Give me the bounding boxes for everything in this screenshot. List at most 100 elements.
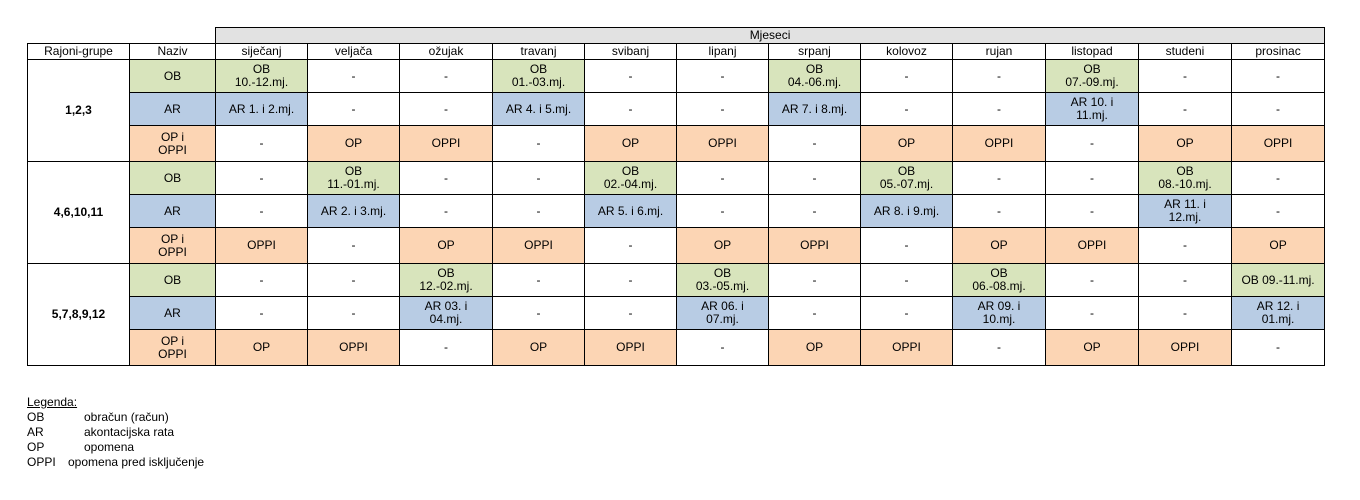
schedule-cell: AR 5. i 6.mj. bbox=[584, 194, 677, 228]
schedule-cell: - bbox=[399, 329, 493, 366]
schedule-cell: - bbox=[768, 161, 861, 195]
schedule-cell: - bbox=[584, 263, 677, 297]
schedule-cell: AR 8. i 9.mj. bbox=[860, 194, 953, 228]
legend-description: opomena pred isključenje bbox=[68, 455, 205, 469]
schedule-cell: - bbox=[584, 92, 677, 126]
schedule-cell: OP bbox=[307, 125, 400, 162]
schedule-cell: - bbox=[307, 296, 400, 330]
schedule-cell: - bbox=[676, 92, 769, 126]
legend-title: Legenda: bbox=[27, 395, 78, 409]
schedule-cell: - bbox=[676, 194, 769, 228]
schedule-cell: - bbox=[860, 263, 953, 297]
table-row: OP i OPPI OPPI - OP OPPI - OP OPPI - OP OPPI - OP bbox=[28, 227, 1326, 264]
month-header: kolovoz bbox=[860, 43, 953, 60]
schedule-cell: OPPI bbox=[952, 125, 1046, 162]
month-header: lipanj bbox=[676, 43, 769, 60]
group-column-header: Rajoni-grupe bbox=[27, 43, 130, 60]
group-label: 1,2,3 bbox=[27, 59, 130, 162]
schedule-cell: AR 11. i 12.mj. bbox=[1138, 194, 1232, 228]
schedule-cell: OP bbox=[768, 329, 861, 366]
schedule-cell: - bbox=[1045, 161, 1139, 195]
schedule-cell: - bbox=[952, 329, 1046, 366]
legend: Legenda: OB obračun (račun) AR akontacijska… bbox=[27, 395, 204, 470]
schedule-cell: - bbox=[584, 59, 677, 93]
month-header: listopad bbox=[1045, 43, 1139, 60]
row-type-label: AR bbox=[129, 296, 216, 330]
schedule-cell: - bbox=[1045, 194, 1139, 228]
schedule-cell: - bbox=[1230, 194, 1326, 228]
schedule-cell: - bbox=[676, 329, 769, 366]
schedule-cell: OB 10.-12.mj. bbox=[215, 59, 308, 93]
schedule-cell: - bbox=[399, 59, 493, 93]
schedule-cell: - bbox=[399, 92, 493, 126]
table-row: AR AR 1. i 2.mj. - - AR 4. i 5.mj. - - AR 7. i … bbox=[28, 92, 1326, 126]
schedule-cell: OP bbox=[1138, 125, 1232, 162]
schedule-cell: OP bbox=[676, 227, 769, 264]
schedule-cell: OPPI bbox=[1045, 227, 1139, 264]
schedule-cell: OP bbox=[215, 329, 308, 366]
schedule-cell: AR 4. i 5.mj. bbox=[492, 92, 585, 126]
schedule-cell: - bbox=[860, 59, 953, 93]
schedule-cell: - bbox=[492, 161, 585, 195]
months-header: Mjeseci bbox=[214, 27, 1326, 44]
schedule-cell: OPPI bbox=[215, 227, 308, 264]
legend-description: akontacijska rata bbox=[84, 425, 175, 439]
schedule-table: Mjeseci Rajoni-grupe Naziv siječanj velja… bbox=[27, 27, 1326, 366]
schedule-cell: OB 05.-07.mj. bbox=[860, 161, 953, 195]
schedule-cell: - bbox=[1138, 263, 1232, 297]
schedule-cell: - bbox=[1045, 125, 1139, 162]
schedule-cell: - bbox=[584, 227, 677, 264]
legend-item: OP opomena bbox=[27, 440, 204, 455]
schedule-cell: OP bbox=[584, 125, 677, 162]
schedule-cell: AR 03. i 04.mj. bbox=[399, 296, 493, 330]
schedule-cell: - bbox=[1138, 92, 1232, 126]
schedule-cell: - bbox=[1230, 329, 1326, 366]
row-type-label: OB bbox=[129, 263, 216, 297]
schedule-cell: - bbox=[399, 194, 493, 228]
group-label: 5,7,8,9,12 bbox=[27, 263, 130, 366]
schedule-cell: - bbox=[1230, 59, 1326, 93]
legend-item: OB obračun (račun) bbox=[27, 410, 204, 425]
schedule-cell: OB 09.-11.mj. bbox=[1230, 263, 1326, 297]
schedule-cell: - bbox=[952, 92, 1046, 126]
schedule-cell: OP bbox=[1230, 227, 1326, 264]
schedule-cell: - bbox=[1045, 263, 1139, 297]
schedule-cell: - bbox=[492, 194, 585, 228]
legend-code: OPPI bbox=[27, 455, 56, 469]
schedule-cell: - bbox=[492, 296, 585, 330]
legend-code: OP bbox=[27, 440, 45, 454]
schedule-cell: - bbox=[215, 296, 308, 330]
table-row: AR - AR 2. i 3.mj. - - AR 5. i 6.mj. - - AR 8. i… bbox=[28, 194, 1326, 228]
schedule-cell: - bbox=[768, 263, 861, 297]
schedule-cell: - bbox=[215, 263, 308, 297]
schedule-cell: OPPI bbox=[1138, 329, 1232, 366]
schedule-cell: - bbox=[768, 194, 861, 228]
legend-code: OB bbox=[27, 410, 45, 424]
schedule-cell: - bbox=[1138, 296, 1232, 330]
schedule-cell: - bbox=[492, 125, 585, 162]
schedule-cell: OPPI bbox=[676, 125, 769, 162]
schedule-cell: - bbox=[399, 161, 493, 195]
legend-item: AR akontacijska rata bbox=[27, 425, 204, 440]
schedule-cell: OB 01.-03.mj. bbox=[492, 59, 585, 93]
schedule-cell: - bbox=[215, 125, 308, 162]
schedule-cell: - bbox=[307, 92, 400, 126]
table-row: 1,2,3 OB OB 10.-12.mj. - - OB 01.-03.mj. - - OB … bbox=[27, 59, 1326, 162]
schedule-cell: OP bbox=[399, 227, 493, 264]
month-header: rujan bbox=[952, 43, 1046, 60]
month-header: veljača bbox=[307, 43, 400, 60]
schedule-cell: OB 02.-04.mj. bbox=[584, 161, 677, 195]
month-header: siječanj bbox=[215, 43, 308, 60]
row-type-label: OP i OPPI bbox=[129, 227, 216, 264]
row-type-label: AR bbox=[129, 194, 216, 228]
legend-description: opomena bbox=[84, 440, 135, 454]
schedule-cell: OB 06.-08.mj. bbox=[952, 263, 1046, 297]
schedule-cell: - bbox=[860, 92, 953, 126]
schedule-cell: - bbox=[1138, 227, 1232, 264]
schedule-cell: - bbox=[1230, 161, 1326, 195]
blank-corner bbox=[28, 28, 216, 44]
schedule-cell: OPPI bbox=[860, 329, 953, 366]
legend-code: AR bbox=[27, 425, 44, 439]
schedule-cell: - bbox=[307, 263, 400, 297]
schedule-cell: OPPI bbox=[399, 125, 493, 162]
